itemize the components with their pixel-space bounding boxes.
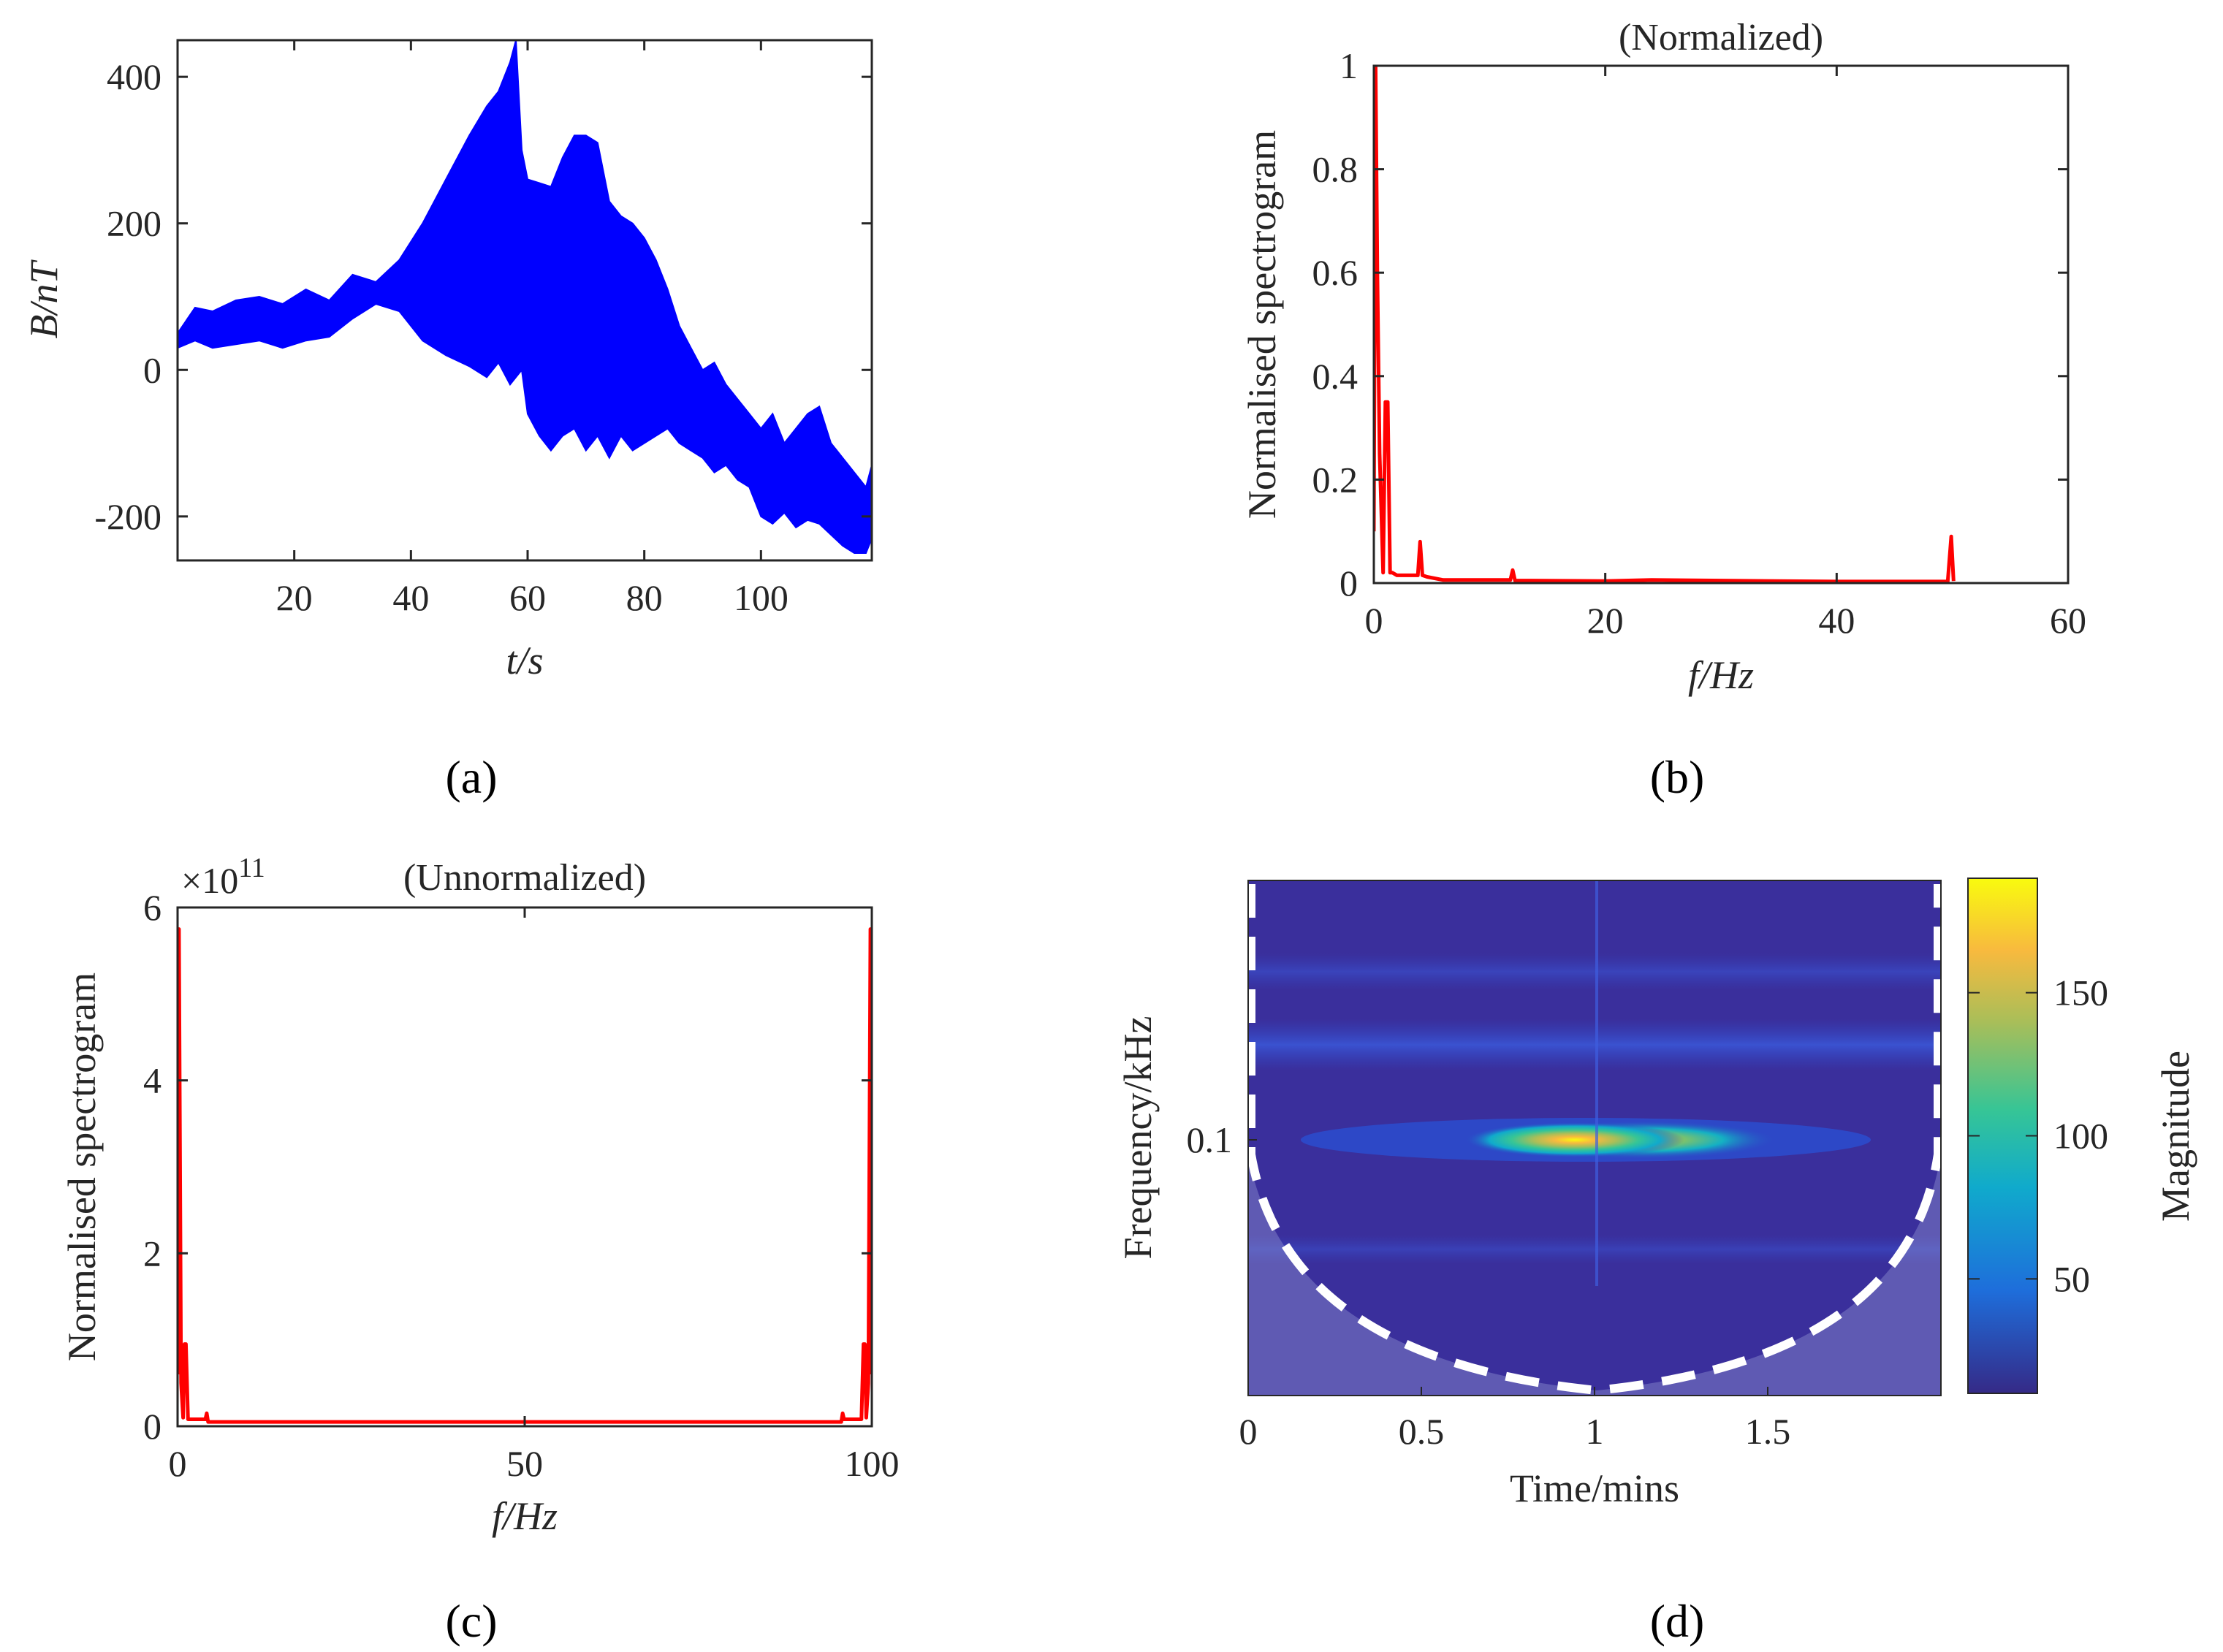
panel-a: 20 40 60 80 100 -200 0 200 400 t/s B/nT (a) bbox=[22, 39, 873, 803]
a-y-tick-label: 0 bbox=[143, 349, 162, 390]
b-y-tick-label: 0.2 bbox=[1312, 459, 1358, 500]
b-spectrum-line bbox=[1374, 66, 1956, 583]
d-x-axis-label: Time/mins bbox=[1510, 1466, 1679, 1510]
d-low-band bbox=[1248, 1235, 1941, 1264]
c-x-axis-label: f/Hz bbox=[492, 1494, 558, 1538]
a-y-tick-label: 200 bbox=[107, 203, 162, 244]
d-x-tick-label: 0 bbox=[1239, 1411, 1258, 1452]
a-x-tick-label: 80 bbox=[626, 577, 663, 618]
d-x-ticks: 0 0.5 1 1.5 bbox=[1239, 1387, 1791, 1452]
d-colorbar-label: Magnitude bbox=[2154, 1051, 2197, 1222]
panel-c: 0 50 100 0 2 4 6 ×1011 (Unnormalized) f/Hz No… bbox=[60, 853, 900, 1647]
a-panel-label: (a) bbox=[445, 751, 497, 803]
b-x-tick-label: 20 bbox=[1587, 600, 1624, 641]
a-y-tick-label: 400 bbox=[107, 56, 162, 97]
b-x-tick-label: 40 bbox=[1818, 600, 1855, 641]
c-title: (Unnormalized) bbox=[403, 857, 646, 899]
c-y-ticks: 0 2 4 6 bbox=[143, 887, 872, 1447]
d-colorbar-tick-label: 150 bbox=[2053, 972, 2108, 1013]
c-axes-box bbox=[176, 906, 873, 1428]
panel-b: 0 20 40 60 0 0.2 0.4 0.6 0.8 1 (Normalized) f/Hz… bbox=[1240, 17, 2086, 803]
b-y-tick-label: 0.8 bbox=[1312, 149, 1358, 190]
a-y-ticks: -200 0 200 400 bbox=[94, 56, 872, 537]
a-x-tick-label: 60 bbox=[509, 577, 546, 618]
b-x-axis-label: f/Hz bbox=[1688, 653, 1754, 697]
b-x-tick-label: 0 bbox=[1365, 600, 1383, 641]
d-y-tick-label: 0.1 bbox=[1187, 1119, 1233, 1160]
a-x-tick-label: 20 bbox=[276, 577, 313, 618]
d-cone-of-influence-shade bbox=[1248, 1154, 1941, 1396]
b-x-tick-label: 60 bbox=[2050, 600, 2086, 641]
a-x-ticks: 20 40 60 80 100 bbox=[276, 40, 788, 618]
c-x-tick-label: 100 bbox=[845, 1443, 900, 1484]
c-x-tick-label: 50 bbox=[506, 1443, 543, 1484]
d-y-axis-label: Frequency/kHz bbox=[1116, 1016, 1160, 1260]
d-x-tick-label: 0.5 bbox=[1399, 1411, 1445, 1452]
b-title: (Normalized) bbox=[1619, 17, 1823, 58]
c-y-tick-label: 4 bbox=[143, 1060, 162, 1101]
b-y-axis-label: Normalised spectrogram bbox=[1240, 130, 1284, 519]
d-cone-of-influence-edge bbox=[1248, 884, 1941, 1396]
a-x-axis-label: t/s bbox=[506, 639, 543, 682]
a-y-tick-label: -200 bbox=[94, 496, 162, 537]
a-y-axis-label: B/nT bbox=[22, 259, 66, 339]
b-x-ticks: 0 20 40 60 bbox=[1365, 66, 2086, 641]
c-x-tick-label: 0 bbox=[169, 1443, 187, 1484]
d-y-ticks: 0.1 bbox=[1187, 1119, 1257, 1160]
b-axes-box bbox=[1372, 64, 2070, 585]
a-axes-box bbox=[176, 39, 873, 562]
d-colorbar-tick-label: 50 bbox=[2053, 1258, 2090, 1299]
b-y-tick-label: 0 bbox=[1340, 563, 1358, 604]
a-signal-envelope bbox=[178, 40, 872, 554]
d-colorbar-tick-label: 100 bbox=[2053, 1116, 2108, 1157]
c-y-axis-label: Normalised spectrogram bbox=[60, 972, 104, 1361]
c-y-tick-label: 6 bbox=[143, 887, 162, 928]
d-x-tick-label: 1.5 bbox=[1745, 1411, 1791, 1452]
d-high-frequency-band bbox=[1248, 1019, 1941, 1070]
a-x-tick-label: 100 bbox=[734, 577, 788, 618]
b-y-tick-label: 0.4 bbox=[1312, 356, 1358, 397]
c-y-tick-label: 2 bbox=[143, 1233, 162, 1274]
b-y-tick-label: 0.6 bbox=[1312, 252, 1358, 293]
c-y-tick-label: 0 bbox=[143, 1406, 162, 1447]
d-x-tick-label: 1 bbox=[1586, 1411, 1604, 1452]
d-colorbar-ticks: 50 100 150 bbox=[1968, 972, 2108, 1299]
panel-d: 0 0.5 1 1.5 0.1 Time/mins Frequency/kHz 50 1… bbox=[1116, 878, 2197, 1647]
d-signal-blob-peak bbox=[1465, 1122, 1684, 1157]
c-multiplier-exponent: 11 bbox=[238, 853, 265, 883]
c-multiplier: ×1011 bbox=[181, 853, 265, 901]
d-panel-label: (d) bbox=[1650, 1595, 1705, 1647]
b-panel-label: (b) bbox=[1650, 751, 1705, 803]
a-x-tick-label: 40 bbox=[392, 577, 429, 618]
b-y-tick-label: 1 bbox=[1340, 45, 1358, 86]
d-upper-band bbox=[1248, 953, 1941, 990]
c-x-ticks: 0 50 100 bbox=[169, 907, 900, 1484]
c-multiplier-base: ×10 bbox=[181, 860, 238, 901]
c-spectrum-line bbox=[178, 927, 872, 1424]
b-y-ticks: 0 0.2 0.4 0.6 0.8 1 bbox=[1312, 45, 2068, 604]
c-panel-label: (c) bbox=[445, 1595, 497, 1647]
